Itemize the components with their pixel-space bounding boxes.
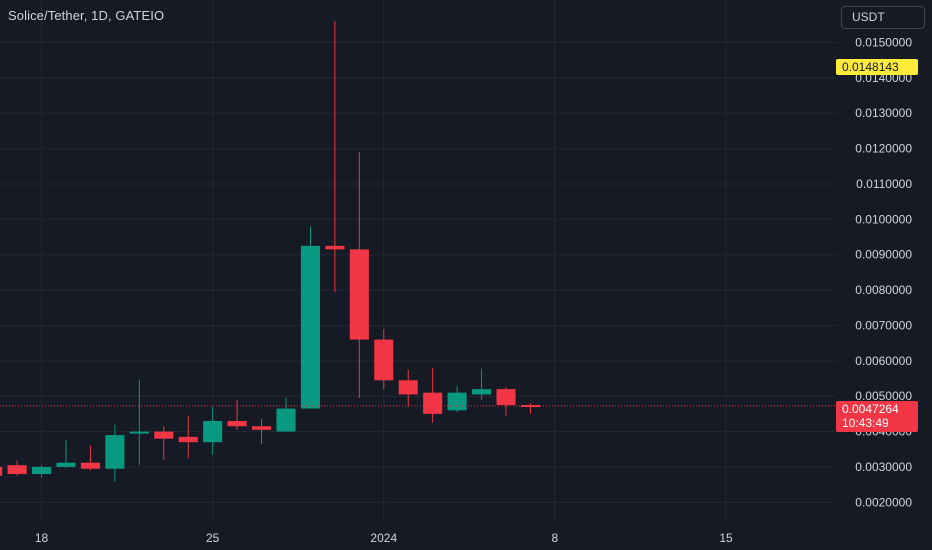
candle-body — [496, 389, 516, 406]
candle — [300, 226, 320, 409]
candle-body — [325, 245, 345, 250]
candle — [178, 415, 198, 459]
candle-body — [203, 420, 223, 443]
candle-body — [520, 405, 540, 408]
candle — [203, 406, 223, 455]
candle-body — [105, 435, 125, 469]
currency-button[interactable]: USDT — [841, 6, 925, 29]
time-tick-label: 2024 — [370, 531, 397, 545]
candle-body — [7, 465, 27, 475]
candle-body — [349, 249, 369, 340]
candle — [349, 152, 369, 398]
candle — [80, 445, 100, 471]
price-tick-label: 0.0070000 — [855, 318, 912, 332]
candle-body — [252, 426, 272, 430]
price-tick-label: 0.0030000 — [855, 460, 912, 474]
candle — [7, 460, 27, 476]
candle-body — [154, 431, 174, 439]
grid-lines — [0, 0, 836, 520]
candle — [227, 399, 247, 430]
time-tick-label: 15 — [719, 531, 733, 545]
candle-body — [300, 245, 320, 409]
candle — [423, 367, 443, 423]
last-price-tag: 0.0047264 10:43:49 — [836, 401, 918, 432]
candle — [325, 21, 345, 292]
candle — [32, 465, 52, 478]
price-tick-label: 0.0090000 — [855, 248, 912, 262]
price-tick-label: 0.0050000 — [855, 389, 912, 403]
candle-body — [227, 420, 247, 427]
price-tick-label: 0.0130000 — [855, 106, 912, 120]
last-price-value: 0.0047264 — [842, 402, 899, 416]
time-tick-label: 18 — [35, 531, 49, 545]
candle-body — [447, 392, 467, 411]
price-axis[interactable]: 0.00200000.00300000.00400000.00500000.00… — [855, 35, 912, 509]
candle-body — [472, 389, 492, 395]
candle-body — [32, 466, 52, 475]
price-tick-label: 0.0120000 — [855, 142, 912, 156]
price-tick-label: 0.0060000 — [855, 354, 912, 368]
candle — [496, 387, 516, 416]
candle-body — [80, 462, 100, 469]
time-axis[interactable]: 18 25 2024 8 15 — [35, 531, 733, 545]
candle — [447, 386, 467, 413]
candle-body — [423, 392, 443, 414]
candle — [472, 368, 492, 400]
candle — [154, 426, 174, 460]
high-price-tag: 0.0148143 — [836, 59, 918, 75]
price-tick-label: 0.0100000 — [855, 212, 912, 226]
price-tick-label: 0.0110000 — [856, 177, 912, 191]
candle — [520, 403, 540, 414]
candle — [129, 380, 149, 466]
symbol-title: Solice/Tether, 1D, GATEIO — [8, 8, 165, 23]
candle-body — [276, 408, 296, 432]
candle-body — [129, 431, 149, 434]
time-tick-label: 8 — [552, 531, 559, 545]
candle-body — [374, 339, 394, 381]
candle-body — [398, 380, 418, 395]
candles — [0, 21, 540, 482]
bar-countdown: 10:43:49 — [842, 416, 889, 430]
candle-body — [56, 462, 76, 467]
price-tick-label: 0.0020000 — [855, 495, 912, 509]
time-tick-label: 25 — [206, 531, 220, 545]
candle — [374, 328, 394, 390]
price-tick-label: 0.0080000 — [855, 283, 912, 297]
candle — [276, 397, 296, 432]
candle — [398, 369, 418, 407]
candle — [56, 440, 76, 468]
candle — [0, 466, 3, 476]
candle — [252, 419, 272, 444]
candle-body — [0, 466, 3, 476]
candle — [105, 424, 125, 482]
price-tick-label: 0.0150000 — [855, 35, 912, 49]
candle-body — [178, 436, 198, 443]
